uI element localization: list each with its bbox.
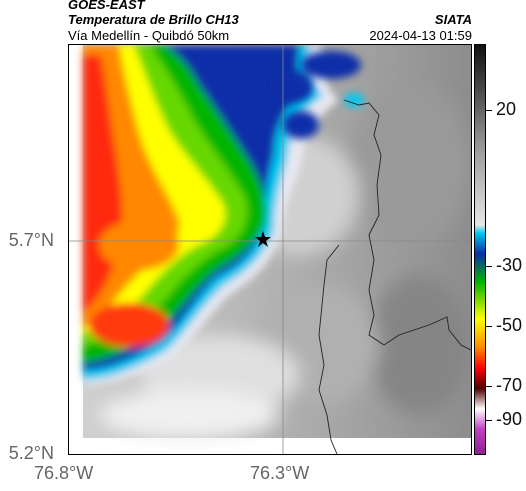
satellite-map[interactable] bbox=[68, 44, 472, 455]
colorbar-tick bbox=[486, 420, 492, 421]
cold-cloud-shield bbox=[83, 45, 339, 385]
product-title: Temperatura de Brillo CH13 bbox=[68, 12, 239, 27]
timestamp: 2024-04-13 01:59 bbox=[369, 28, 472, 43]
colorbar-label: 20 bbox=[496, 99, 517, 119]
colorbar-label: -70 bbox=[496, 375, 523, 395]
lon-label-76-3: 76.3°W bbox=[250, 463, 310, 483]
warm-cloud-texture bbox=[99, 85, 469, 440]
isolated-cold-cells bbox=[269, 51, 364, 139]
lat-label-5-7: 5.7°N bbox=[8, 230, 54, 250]
colorbar-tick bbox=[486, 266, 492, 267]
department-border bbox=[318, 244, 340, 454]
lon-label-76-8: 76.8°W bbox=[34, 463, 94, 483]
star-icon bbox=[255, 231, 271, 247]
colorbar-label: -90 bbox=[496, 409, 523, 429]
country-border bbox=[343, 99, 471, 351]
map-canvas bbox=[69, 45, 471, 454]
region-subtitle: Vía Medellín - Quibdó 50km bbox=[68, 28, 230, 43]
source-label: SIATA bbox=[434, 12, 472, 27]
colorbar-tick bbox=[486, 326, 492, 327]
lat-label-5-2: 5.2°N bbox=[8, 443, 54, 463]
colorbar-label: -50 bbox=[496, 315, 523, 335]
colorbar-tick bbox=[486, 110, 492, 111]
colorbar bbox=[474, 44, 486, 455]
colorbar-label: -30 bbox=[496, 255, 523, 275]
colorbar-tick bbox=[486, 386, 492, 387]
satellite-name: GOES-EAST bbox=[68, 0, 145, 12]
